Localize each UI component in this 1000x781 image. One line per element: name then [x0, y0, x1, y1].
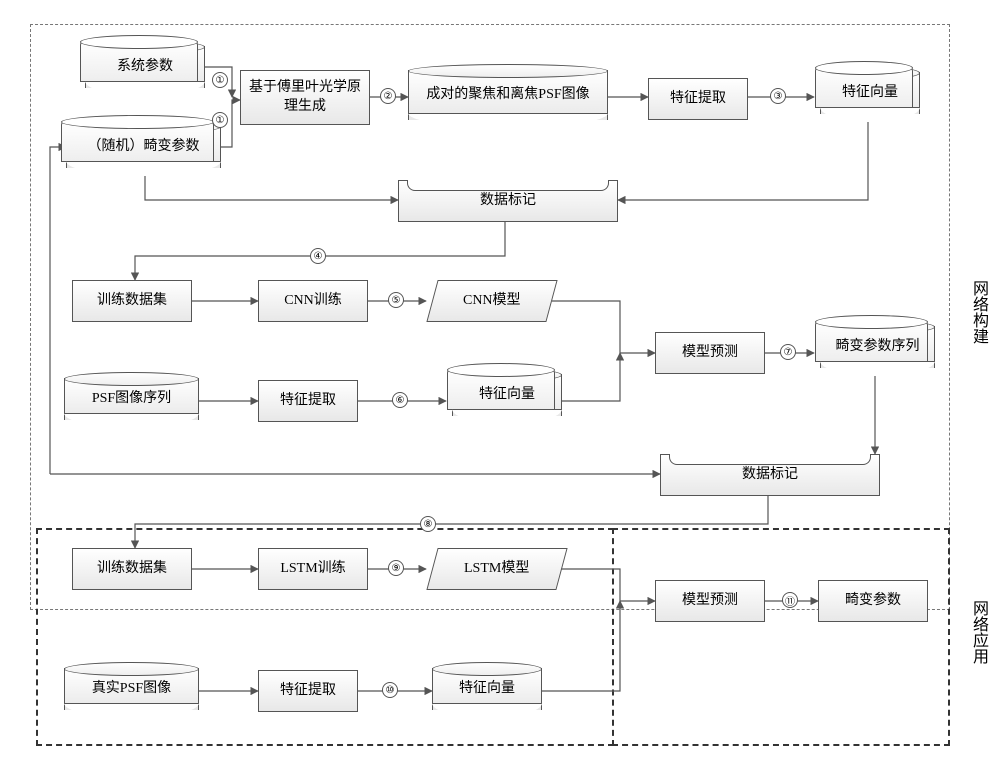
node-tag1: 数据标记	[398, 180, 618, 222]
node-sysparam: 系统参数	[85, 46, 205, 88]
node-label-fv2: 特征向量	[479, 386, 535, 404]
edge-num-10: ⑩	[382, 682, 398, 698]
node-realpsf: 真实PSF图像	[64, 668, 199, 710]
node-label-fv3: 特征向量	[459, 680, 515, 698]
node-lstmmodel: LSTM模型	[426, 548, 567, 590]
node-fv1: 特征向量	[820, 72, 920, 114]
edge-num-2: ②	[380, 88, 396, 104]
node-label-distparam: （随机）畸变参数	[88, 138, 200, 156]
node-label-tag2: 数据标记	[742, 466, 798, 484]
node-predict1: 模型预测	[655, 332, 765, 374]
node-label-fourier: 基于傅里叶光学原理生成	[249, 79, 361, 115]
node-psfpair: 成对的聚焦和离焦PSF图像	[408, 70, 608, 120]
node-label-sysparam: 系统参数	[117, 58, 173, 76]
edge-num-4: ④	[310, 248, 326, 264]
node-label-feat1: 特征提取	[670, 90, 726, 108]
edge-num-8: ⑧	[420, 516, 436, 532]
node-label-predict1: 模型预测	[682, 344, 738, 362]
node-fourier: 基于傅里叶光学原理生成	[240, 70, 370, 125]
node-feat1: 特征提取	[648, 78, 748, 120]
node-label-distout: 畸变参数	[845, 592, 901, 610]
node-label-tag1: 数据标记	[480, 192, 536, 210]
node-train2: 训练数据集	[72, 548, 192, 590]
node-distparam: （随机）畸变参数	[66, 126, 221, 168]
region-network-apply-ext	[612, 528, 950, 746]
node-label-psfseq: PSF图像序列	[92, 390, 171, 408]
node-lstmtrain: LSTM训练	[258, 548, 368, 590]
node-feat2: 特征提取	[258, 380, 358, 422]
node-cnnmodel: CNN模型	[426, 280, 557, 322]
edge-num-9: ⑨	[388, 560, 404, 576]
edge-num-11: ⑪	[782, 592, 798, 608]
node-distseq: 畸变参数序列	[820, 326, 935, 368]
node-label-lstmmodel: LSTM模型	[464, 560, 529, 578]
edge-num-1: ①	[212, 112, 228, 128]
node-label-psfpair: 成对的聚焦和离焦PSF图像	[426, 86, 589, 104]
edge-num-6: ⑥	[392, 392, 408, 408]
node-label-distseq: 畸变参数序列	[836, 338, 920, 356]
node-label-fv1: 特征向量	[842, 84, 898, 102]
node-distout: 畸变参数	[818, 580, 928, 622]
edge-num-7: ⑦	[780, 344, 796, 360]
node-label-feat3: 特征提取	[280, 682, 336, 700]
node-predict2: 模型预测	[655, 580, 765, 622]
node-label-train2: 训练数据集	[97, 560, 167, 578]
node-label-cnntrain: CNN训练	[284, 292, 342, 310]
node-label-predict2: 模型预测	[682, 592, 738, 610]
node-feat3: 特征提取	[258, 670, 358, 712]
node-psfseq: PSF图像序列	[64, 378, 199, 420]
node-tag2: 数据标记	[660, 454, 880, 496]
side-label-build: 网络构建	[966, 280, 990, 344]
node-cnntrain: CNN训练	[258, 280, 368, 322]
edge-num-5: ⑤	[388, 292, 404, 308]
node-label-cnnmodel: CNN模型	[463, 292, 521, 310]
node-label-realpsf: 真实PSF图像	[92, 680, 171, 698]
node-label-lstmtrain: LSTM训练	[280, 560, 345, 578]
edge-num-1: ①	[212, 72, 228, 88]
edge-num-3: ③	[770, 88, 786, 104]
node-fv3: 特征向量	[432, 668, 542, 710]
side-label-apply: 网络应用	[966, 600, 990, 664]
node-label-feat2: 特征提取	[280, 392, 336, 410]
node-label-train1: 训练数据集	[97, 292, 167, 310]
node-train1: 训练数据集	[72, 280, 192, 322]
node-fv2: 特征向量	[452, 374, 562, 416]
